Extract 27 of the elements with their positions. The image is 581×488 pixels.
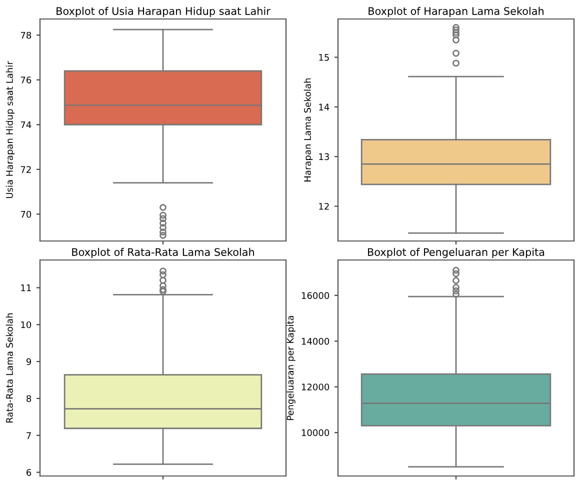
y-axis-title: Harapan Lama Sekolah: [304, 78, 313, 182]
y-tick-label: 12: [319, 202, 329, 210]
y-tick-label: 70: [20, 210, 32, 218]
y-tick-label: 16000: [302, 292, 330, 299]
chart-title: Boxplot of Rata-Rata Lama Sekolah: [72, 248, 254, 258]
y-tick-label: 72: [20, 166, 31, 173]
chart-title: Boxplot of Usia Harapan Hidup saat Lahir: [56, 6, 270, 17]
y-tick-label: 15: [319, 54, 329, 61]
y-tick-label: 10000: [302, 429, 330, 436]
y-tick-label: 14000: [302, 338, 330, 345]
y-tick-label: 9: [26, 358, 32, 366]
y-tick-label: 78: [20, 32, 32, 39]
y-tick-label: 7: [26, 432, 31, 439]
y-tick-label: 6: [26, 469, 32, 476]
y-tick-label: 14: [319, 104, 330, 110]
y-tick-label: 76: [20, 76, 32, 84]
y-tick-label: 13: [319, 153, 329, 160]
y-axis-title: Usia Harapan Hidup saat Lahir: [6, 61, 15, 198]
y-axis-title: Rata-Rata Lama Sekolah: [6, 313, 13, 422]
chart-title: Boxplot of Pengeluaran per Kapita: [368, 248, 544, 258]
chart-title: Boxplot of Harapan Lama Sekolah: [368, 6, 544, 17]
y-tick-label: 74: [20, 121, 32, 128]
y-tick-label: 11: [21, 284, 31, 292]
y-axis-title: Pengeluaran per Kapita: [286, 316, 296, 420]
y-tick-label: 10: [21, 321, 32, 328]
y-tick-label: 12000: [302, 384, 330, 390]
y-tick-label: 8: [26, 395, 32, 402]
